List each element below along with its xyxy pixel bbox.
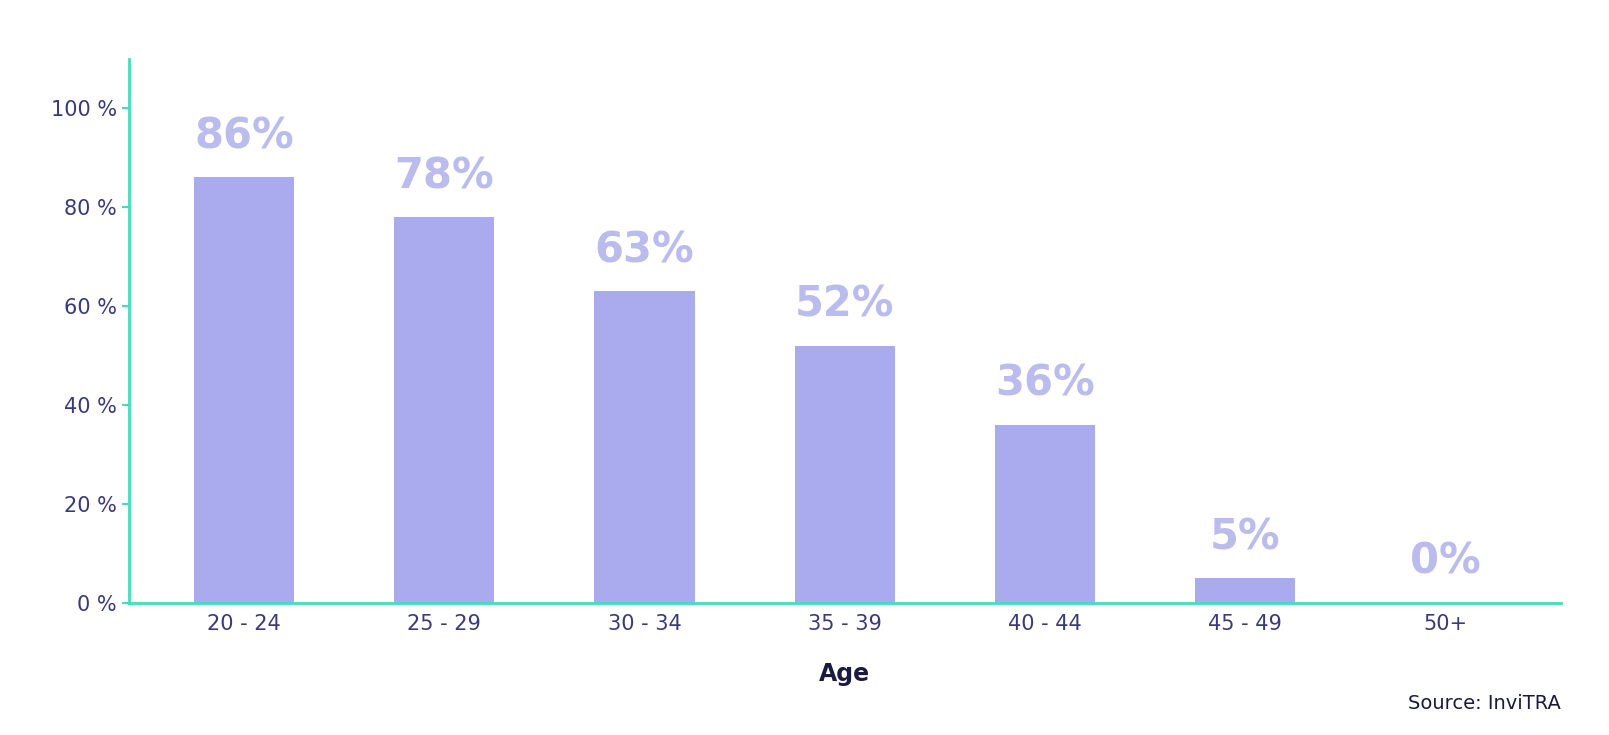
Bar — [1195, 578, 1295, 603]
Bar — [795, 345, 895, 603]
Text: 86%: 86% — [195, 115, 294, 158]
Text: 5%: 5% — [1210, 516, 1281, 558]
Bar — [193, 177, 294, 603]
Bar — [994, 425, 1096, 603]
Text: 36%: 36% — [994, 363, 1094, 405]
Text: 0%: 0% — [1409, 541, 1480, 583]
Text: 63%: 63% — [595, 229, 695, 271]
Text: Source: InviTRA: Source: InviTRA — [1408, 694, 1561, 713]
Text: 52%: 52% — [795, 284, 895, 326]
Bar — [394, 217, 494, 603]
Bar — [594, 291, 695, 603]
X-axis label: Age: Age — [819, 662, 870, 686]
Text: 78%: 78% — [394, 155, 494, 197]
